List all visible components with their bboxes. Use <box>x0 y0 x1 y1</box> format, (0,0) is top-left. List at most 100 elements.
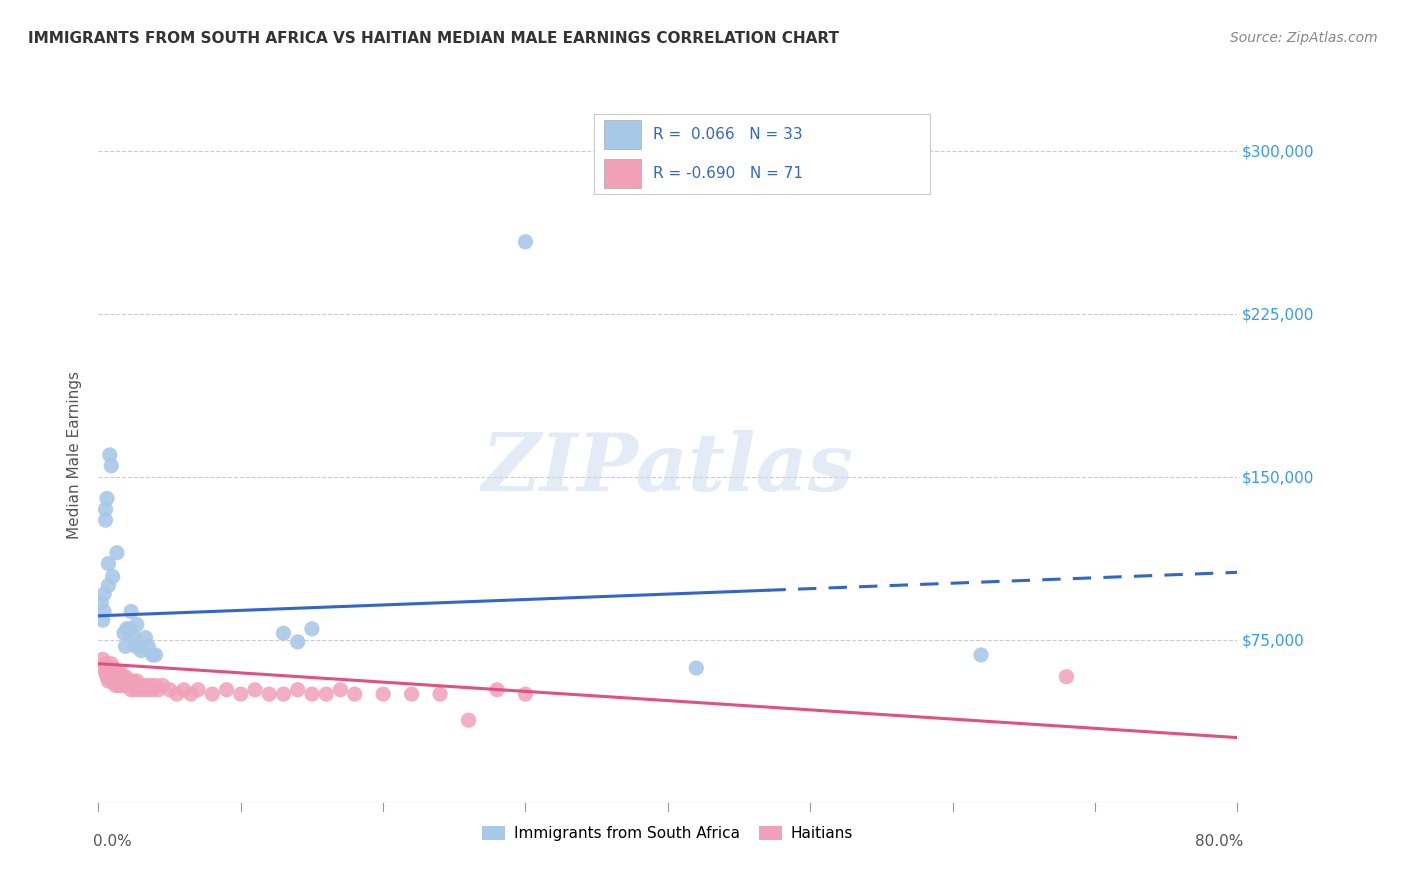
Point <box>94 657 117 671</box>
Point <box>101 665 124 680</box>
Point <box>515 235 537 249</box>
Point <box>90 596 112 610</box>
Point <box>243 682 266 697</box>
Point <box>105 665 128 680</box>
Point <box>315 687 337 701</box>
Point <box>129 682 152 697</box>
Point <box>121 674 143 689</box>
Point <box>145 678 167 692</box>
Point <box>287 635 309 649</box>
Legend: Immigrants from South Africa, Haitians: Immigrants from South Africa, Haitians <box>477 820 859 847</box>
Point <box>201 687 224 701</box>
Point <box>114 670 136 684</box>
Point <box>97 557 120 571</box>
Point <box>173 682 195 697</box>
Point <box>93 661 115 675</box>
Point <box>1056 670 1078 684</box>
Point <box>124 639 146 653</box>
Point <box>101 674 124 689</box>
Point <box>124 682 146 697</box>
Point <box>105 674 128 689</box>
Point <box>118 678 141 692</box>
Point <box>166 687 188 701</box>
Point <box>104 678 127 692</box>
Point <box>110 670 132 684</box>
Point <box>97 578 120 592</box>
Point <box>94 502 117 516</box>
Point <box>127 639 149 653</box>
Point <box>103 661 125 675</box>
Point <box>127 678 149 692</box>
Point <box>97 674 120 689</box>
Point <box>486 682 509 697</box>
Point <box>98 661 121 675</box>
Point <box>135 682 157 697</box>
Point <box>273 687 295 701</box>
Point <box>457 713 479 727</box>
Point <box>159 682 181 697</box>
Point <box>373 687 395 701</box>
Point <box>148 682 170 697</box>
Point <box>429 687 451 701</box>
Point <box>129 643 152 657</box>
Point <box>132 678 155 692</box>
Point <box>91 652 114 666</box>
Point <box>96 670 118 684</box>
Point <box>91 613 114 627</box>
Point <box>117 674 139 689</box>
Point <box>97 665 120 680</box>
Point <box>98 670 121 684</box>
Text: IMMIGRANTS FROM SOUTH AFRICA VS HAITIAN MEDIAN MALE EARNINGS CORRELATION CHART: IMMIGRANTS FROM SOUTH AFRICA VS HAITIAN … <box>28 31 839 46</box>
Point <box>136 639 159 653</box>
Point <box>122 678 145 692</box>
Point <box>107 670 129 684</box>
Point <box>100 670 122 684</box>
Point <box>94 513 117 527</box>
Point <box>229 687 252 701</box>
Point <box>125 617 148 632</box>
Point <box>93 605 115 619</box>
Point <box>93 587 115 601</box>
Point <box>187 682 209 697</box>
Point <box>105 546 128 560</box>
Text: 80.0%: 80.0% <box>1195 834 1243 849</box>
Point <box>145 648 167 662</box>
Point <box>125 674 148 689</box>
Point <box>94 665 117 680</box>
Point <box>100 458 122 473</box>
Point <box>152 678 174 692</box>
Point <box>120 682 142 697</box>
Point <box>970 648 993 662</box>
Point <box>114 639 136 653</box>
Point <box>329 682 352 697</box>
Point <box>515 687 537 701</box>
Point <box>115 622 138 636</box>
Point <box>98 448 121 462</box>
Y-axis label: Median Male Earnings: Median Male Earnings <box>67 371 83 539</box>
Point <box>401 687 423 701</box>
Point <box>215 682 238 697</box>
Text: ZIPatlas: ZIPatlas <box>482 430 853 508</box>
Point <box>108 665 131 680</box>
Point <box>107 678 129 692</box>
Point <box>343 687 366 701</box>
Text: 0.0%: 0.0% <box>93 834 132 849</box>
Point <box>100 657 122 671</box>
Point <box>138 678 160 692</box>
Point <box>141 682 163 697</box>
Point <box>259 687 281 701</box>
Point <box>110 678 132 692</box>
Point <box>101 570 124 584</box>
Point <box>180 687 202 701</box>
Point <box>273 626 295 640</box>
Point <box>111 674 134 689</box>
Point <box>120 605 142 619</box>
Point <box>112 626 135 640</box>
Point <box>134 631 156 645</box>
Text: Source: ZipAtlas.com: Source: ZipAtlas.com <box>1230 31 1378 45</box>
Point <box>301 687 323 701</box>
Point <box>301 622 323 636</box>
Point <box>108 674 131 689</box>
Point <box>122 631 145 645</box>
Point <box>115 678 138 692</box>
